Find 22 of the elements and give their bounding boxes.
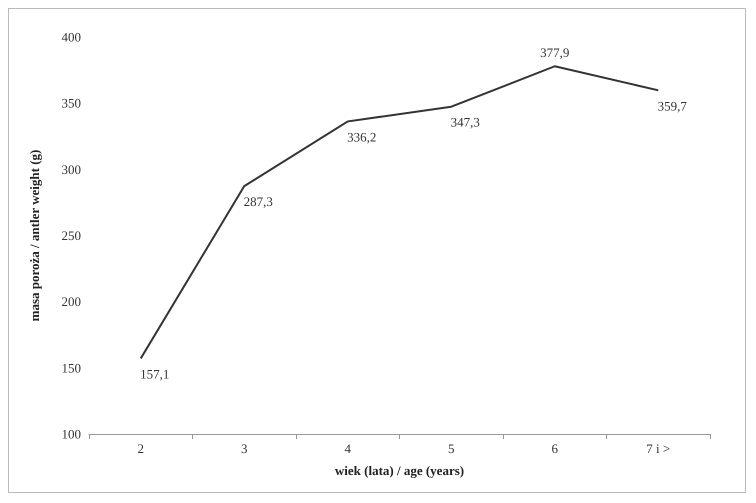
- data-label: 157,1: [140, 366, 170, 382]
- x-tick-label: 3: [241, 441, 248, 456]
- y-tick-label: 350: [62, 96, 81, 111]
- data-label: 287,3: [244, 194, 273, 210]
- x-tick-label: 2: [138, 441, 144, 456]
- x-tick-label: 4: [344, 441, 352, 456]
- y-tick-label: 400: [62, 30, 81, 44]
- y-tick-label: 100: [62, 426, 81, 442]
- data-label: 336,2: [347, 129, 376, 144]
- x-tick-label: 5: [448, 441, 454, 456]
- y-tick-label: 300: [62, 162, 81, 177]
- x-axis-title: wiek (lata) / age (years): [334, 463, 464, 478]
- data-label: 347,3: [450, 114, 480, 130]
- x-tick-label: 6: [552, 441, 558, 456]
- y-axis-title: masa poroża / antler weight (g): [27, 150, 42, 322]
- data-label: 377,9: [540, 45, 570, 60]
- y-tick-label: 250: [62, 228, 81, 243]
- line-series: [140, 65, 660, 360]
- x-tick-label: 7 i >: [646, 441, 670, 456]
- data-label: 359,7: [658, 98, 688, 114]
- y-tick-label: 150: [62, 360, 81, 376]
- y-tick-label: 200: [62, 294, 81, 310]
